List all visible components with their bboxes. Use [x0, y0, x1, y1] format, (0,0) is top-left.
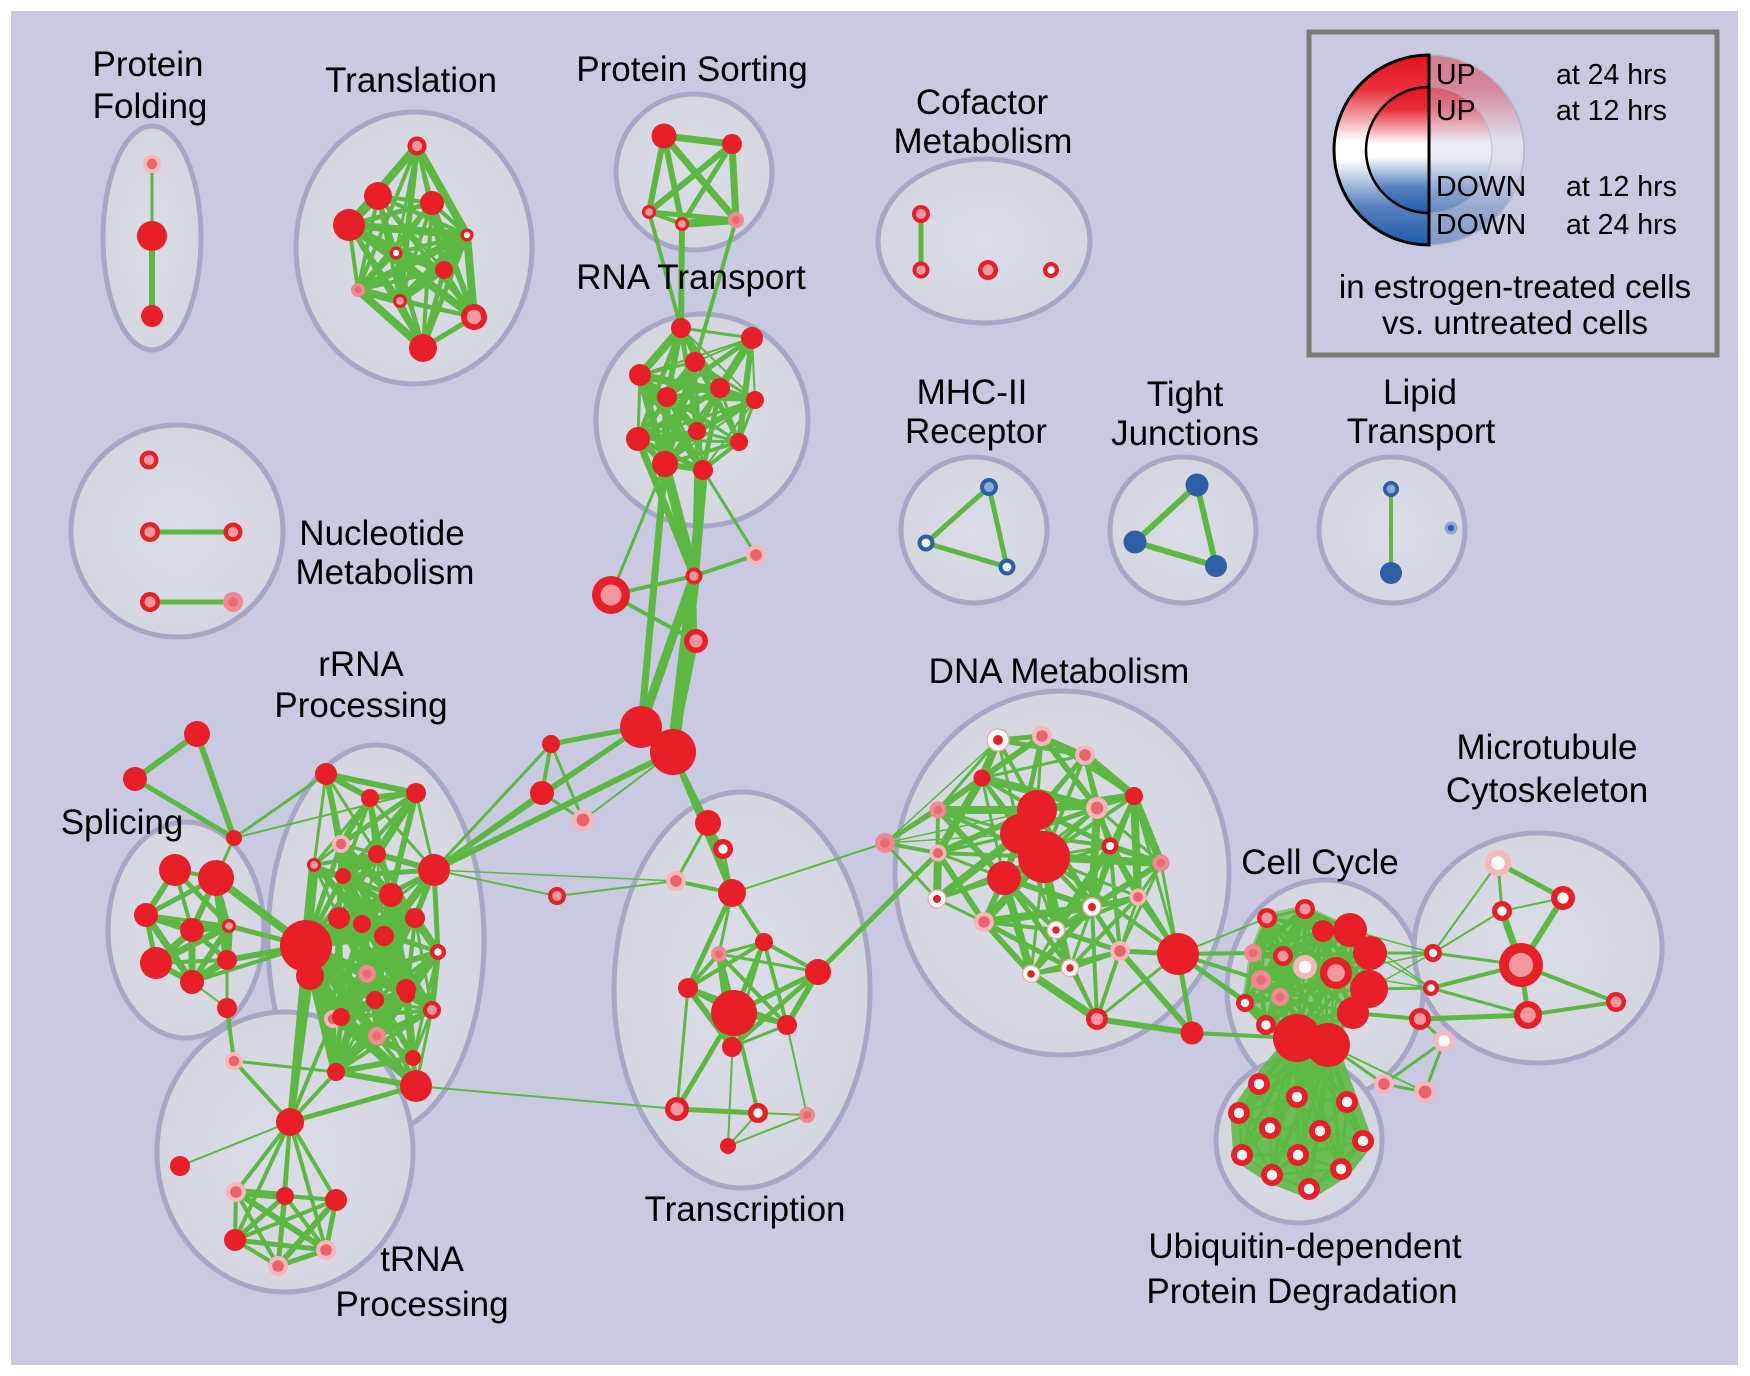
svg-text:vs. untreated cells: vs. untreated cells — [1382, 304, 1648, 341]
svg-text:Tight: Tight — [1147, 375, 1224, 414]
svg-text:Cytoskeleton: Cytoskeleton — [1446, 771, 1648, 810]
svg-text:Transport: Transport — [1347, 412, 1496, 451]
svg-text:RNA Transport: RNA Transport — [576, 258, 806, 297]
svg-text:at 24 hrs: at 24 hrs — [1556, 59, 1667, 91]
svg-text:Metabolism: Metabolism — [894, 122, 1073, 161]
svg-text:Lipid: Lipid — [1383, 373, 1457, 412]
svg-text:DNA Metabolism: DNA Metabolism — [929, 652, 1190, 691]
svg-text:Protein: Protein — [93, 45, 204, 84]
svg-text:at 12 hrs: at 12 hrs — [1556, 95, 1667, 127]
svg-text:Microtubule: Microtubule — [1457, 728, 1638, 767]
svg-text:Processing: Processing — [274, 686, 447, 725]
svg-text:UP: UP — [1436, 59, 1476, 91]
svg-text:tRNA: tRNA — [380, 1240, 464, 1279]
svg-text:Folding: Folding — [93, 87, 208, 126]
svg-text:Splicing: Splicing — [61, 803, 184, 842]
svg-text:DOWN: DOWN — [1436, 171, 1526, 203]
svg-text:Protein Sorting: Protein Sorting — [576, 50, 808, 89]
svg-text:Translation: Translation — [325, 61, 497, 100]
svg-text:in estrogen-treated cells: in estrogen-treated cells — [1339, 268, 1691, 305]
svg-text:rRNA: rRNA — [318, 645, 404, 684]
svg-text:Protein Degradation: Protein Degradation — [1146, 1272, 1457, 1311]
svg-text:UP: UP — [1436, 95, 1476, 127]
svg-text:Processing: Processing — [335, 1285, 508, 1324]
svg-text:Cell Cycle: Cell Cycle — [1241, 843, 1399, 882]
svg-text:Transcription: Transcription — [645, 1190, 846, 1229]
svg-text:Junctions: Junctions — [1111, 414, 1259, 453]
svg-text:Cofactor: Cofactor — [916, 83, 1049, 122]
svg-text:Nucleotide: Nucleotide — [299, 514, 464, 553]
svg-text:MHC-II: MHC-II — [917, 373, 1028, 412]
svg-text:DOWN: DOWN — [1436, 209, 1526, 241]
svg-text:at 12 hrs: at 12 hrs — [1566, 171, 1677, 203]
svg-text:at 24 hrs: at 24 hrs — [1566, 209, 1677, 241]
svg-text:Metabolism: Metabolism — [296, 553, 475, 592]
svg-text:Ubiquitin-dependent: Ubiquitin-dependent — [1148, 1227, 1462, 1266]
svg-text:Receptor: Receptor — [905, 412, 1047, 451]
